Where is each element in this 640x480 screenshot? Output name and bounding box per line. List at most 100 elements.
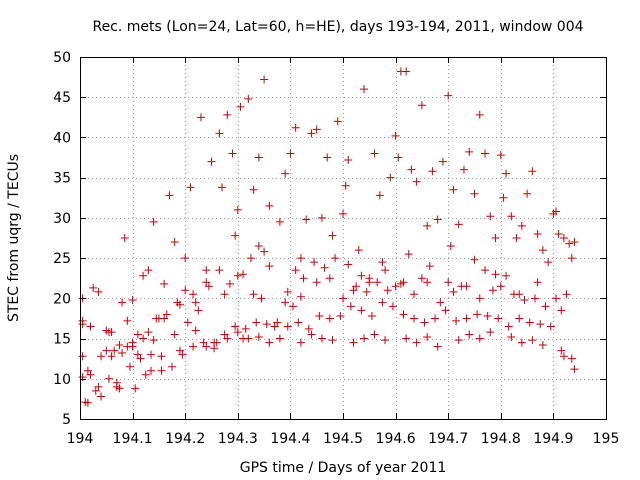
- data-point: [202, 342, 211, 351]
- data-point: [241, 324, 250, 333]
- data-point: [425, 262, 434, 271]
- ticks-layer: 194 194.1 194.2 194.3 194.4 194.5 194.6 194.7 19…: [53, 50, 619, 447]
- y-tick-label: 15: [53, 332, 71, 348]
- data-point: [147, 366, 156, 375]
- x-tick-label: 194.6: [376, 431, 416, 447]
- data-point: [170, 330, 179, 339]
- y-tick-label: 25: [53, 251, 71, 267]
- data-point: [252, 318, 261, 327]
- data-point: [383, 286, 392, 295]
- data-point: [236, 102, 245, 111]
- y-tick-label: 30: [53, 211, 71, 227]
- data-point: [381, 266, 390, 275]
- data-point: [449, 185, 458, 194]
- data-point: [123, 316, 132, 325]
- data-point: [391, 131, 400, 140]
- data-point: [304, 324, 313, 333]
- data-point: [112, 378, 121, 387]
- x-tick-label: 195: [593, 431, 620, 447]
- data-point: [333, 117, 342, 126]
- data-point: [131, 384, 140, 393]
- data-point: [373, 278, 382, 287]
- data-point: [475, 294, 484, 303]
- data-point: [433, 342, 442, 351]
- data-point: [220, 330, 229, 339]
- data-point: [220, 290, 229, 299]
- data-point: [215, 266, 224, 275]
- data-point: [120, 234, 129, 242]
- data-point: [191, 326, 200, 335]
- data-point: [402, 67, 411, 76]
- data-point: [473, 310, 482, 319]
- data-point: [128, 338, 137, 347]
- x-tick-label: 194.7: [428, 431, 468, 447]
- data-point: [315, 312, 324, 321]
- data-point: [133, 350, 142, 359]
- data-point: [502, 169, 511, 178]
- data-point: [423, 332, 432, 341]
- data-point: [491, 270, 500, 279]
- data-point: [149, 336, 158, 345]
- data-point: [481, 266, 490, 275]
- data-point: [483, 312, 492, 321]
- data-point: [423, 278, 432, 287]
- x-tick-label: 194.4: [270, 431, 310, 447]
- data-point: [530, 294, 539, 303]
- data-point: [147, 350, 156, 359]
- y-tick-label: 10: [53, 372, 71, 388]
- data-point: [275, 217, 284, 226]
- data-point: [78, 352, 87, 361]
- data-point: [212, 338, 221, 347]
- data-point: [254, 153, 263, 162]
- x-tick-label: 194.9: [533, 431, 573, 447]
- data-point: [488, 286, 497, 295]
- x-tick-label: 194.2: [165, 431, 205, 447]
- data-point: [325, 314, 334, 323]
- data-point: [91, 386, 100, 395]
- data-point: [307, 129, 316, 138]
- data-point: [533, 278, 542, 287]
- data-point: [410, 314, 419, 323]
- x-tick-label: 194: [67, 431, 94, 447]
- data-point: [470, 255, 479, 264]
- data-point: [107, 352, 116, 361]
- chart-title: Rec. mets (Lon=24, Lat=60, h=HE), days 1…: [92, 19, 583, 35]
- data-point: [438, 157, 447, 166]
- data-point: [459, 165, 468, 174]
- data-point: [86, 370, 95, 379]
- data-point: [231, 322, 240, 331]
- data-point: [394, 153, 403, 162]
- data-point: [349, 338, 358, 347]
- data-point: [260, 247, 269, 256]
- data-point: [83, 366, 92, 375]
- data-point: [402, 334, 411, 343]
- data-point: [168, 362, 177, 371]
- data-point: [199, 338, 208, 347]
- data-point: [517, 338, 526, 347]
- data-point: [189, 290, 198, 299]
- data-point: [404, 250, 413, 259]
- data-point: [570, 238, 579, 247]
- y-tick-label: 20: [53, 291, 71, 307]
- data-point: [181, 254, 190, 263]
- points-layer: [78, 67, 579, 407]
- data-point: [554, 229, 563, 238]
- data-point: [504, 322, 513, 331]
- data-point: [152, 314, 161, 323]
- data-point: [528, 167, 537, 176]
- data-point: [412, 177, 421, 186]
- data-point: [149, 217, 158, 226]
- data-point: [299, 274, 308, 283]
- data-point: [454, 336, 463, 345]
- data-point: [354, 246, 363, 255]
- data-point: [367, 312, 376, 321]
- data-point: [194, 306, 203, 315]
- data-point: [346, 302, 355, 311]
- data-point: [312, 125, 321, 134]
- data-point: [162, 310, 171, 319]
- data-point: [465, 330, 474, 339]
- data-point: [275, 334, 284, 343]
- data-point: [499, 193, 508, 202]
- data-point: [417, 101, 426, 110]
- data-point: [538, 340, 547, 349]
